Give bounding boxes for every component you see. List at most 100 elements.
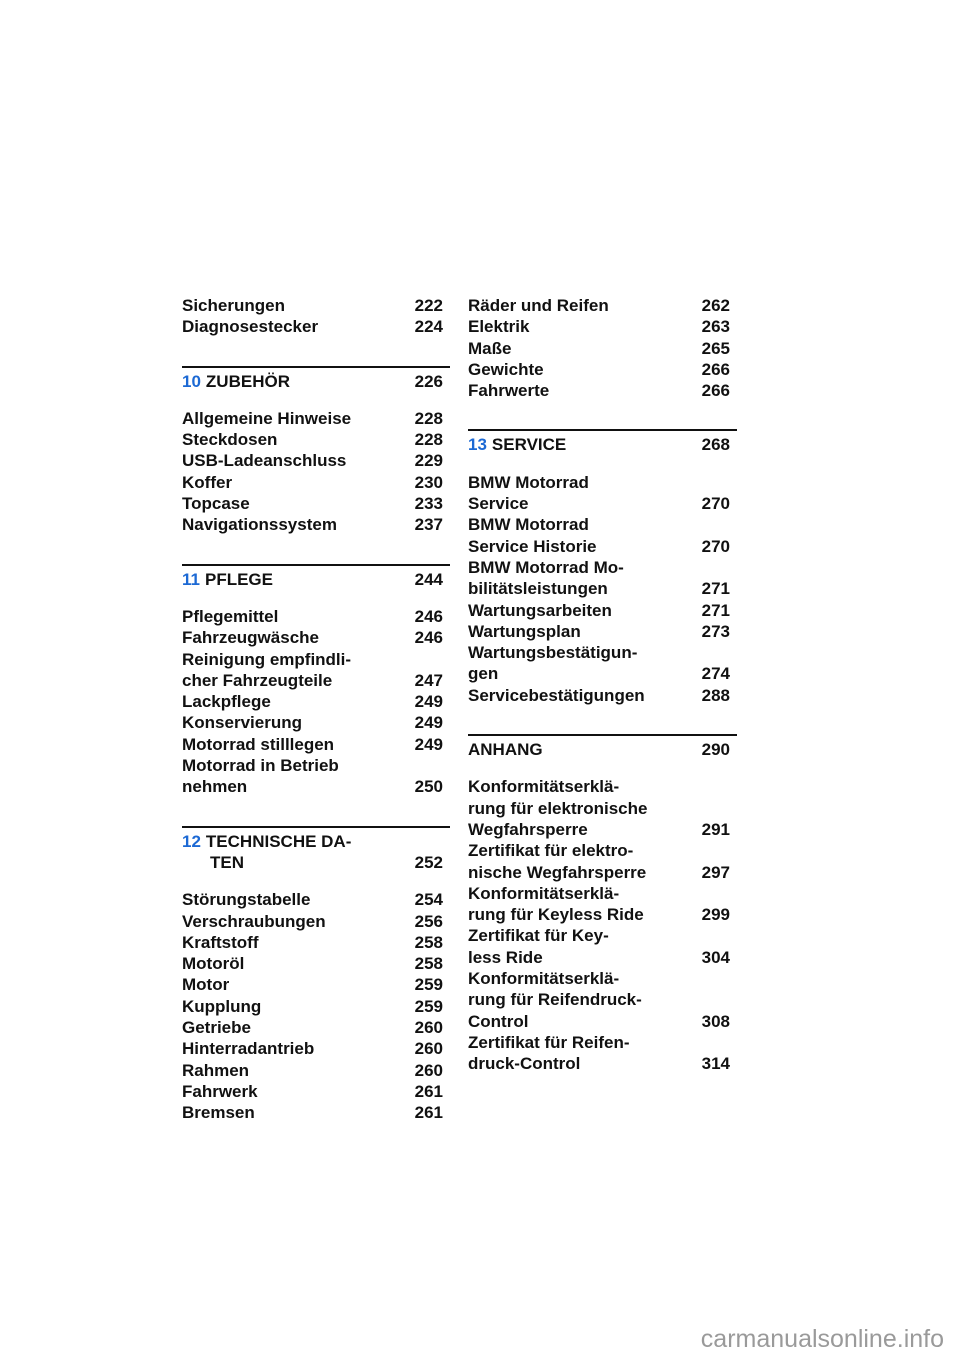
toc-entry[interactable]: Allgemeine Hinweise 228	[182, 408, 450, 429]
toc-entry[interactable]: Konformitätserklä-rung für Keyless Ride 2…	[468, 883, 737, 926]
toc-entry-page-number: 261	[414, 1081, 443, 1101]
toc-entry[interactable]: Störungstabelle 254	[182, 889, 450, 910]
toc-entry[interactable]: Steckdosen 228	[182, 429, 450, 450]
toc-entry-title: Räder und Reifen	[468, 296, 609, 315]
toc-entry[interactable]: Motor 259	[182, 974, 450, 995]
toc-entry[interactable]: Kraftstoff 258	[182, 932, 450, 953]
toc-entry-line: rung für Reifendruck-	[468, 989, 737, 1010]
toc-entry[interactable]: USB-Ladeanschluss 229	[182, 450, 450, 471]
toc-entry[interactable]: Fahrwerk 261	[182, 1081, 450, 1102]
toc-entry[interactable]: BMW Motorrad Mo-bilitätsleistungen 271	[468, 557, 737, 600]
toc-entry-line: Konformitätserklä-	[468, 883, 737, 904]
toc-entry-line: Zertifikat für elektro-	[468, 840, 737, 861]
toc-entry-title: Pflegemittel	[182, 606, 279, 626]
toc-entry-title: Service	[468, 494, 529, 514]
chapter-heading[interactable]: 12 TECHNISCHE DA- TEN 252	[182, 831, 450, 874]
chapter-title-wrap: ANHANG	[468, 739, 543, 760]
toc-entry-page-number: 258	[414, 954, 443, 974]
toc-entry[interactable]: Diagnosestecker 224	[182, 316, 450, 337]
toc-entry-page-number: 304	[701, 947, 730, 967]
toc-entry[interactable]: Wartungsplan 273	[468, 621, 737, 642]
toc-entry[interactable]: Rahmen 260	[182, 1060, 450, 1081]
chapter-heading[interactable]: 11 PFLEGE 244	[182, 569, 450, 590]
toc-entry[interactable]: Verschraubungen 256	[182, 911, 450, 932]
toc-entry[interactable]: Motoröl 258	[182, 953, 450, 974]
toc-entry-title: BMW Motorrad	[468, 515, 589, 535]
toc-entry-line: rung für Keyless Ride 299	[468, 904, 737, 925]
toc-entry[interactable]: Zertifikat für elektro-nische Wegfahrspe…	[468, 840, 737, 883]
toc-entry-title: Kupplung	[182, 996, 262, 1016]
toc-entry[interactable]: Fahrwerte 266	[468, 380, 737, 401]
chapter-heading[interactable]: 10 ZUBEHÖR 226	[182, 371, 450, 392]
toc-entry[interactable]: Wartungsbestätigun-gen 274	[468, 642, 737, 685]
toc-entry-title: BMW Motorrad	[468, 472, 589, 492]
toc-entry-line: Sicherungen 222	[182, 295, 450, 316]
toc-entry-page-number: 260	[414, 1060, 443, 1080]
toc-entry-line: Fahrwerk 261	[182, 1081, 450, 1102]
toc-entry-line: Verschraubungen 256	[182, 911, 450, 932]
chapter-heading-line: 13 SERVICE 268	[468, 434, 737, 455]
toc-entry-title: Fahrwerte	[468, 381, 550, 401]
toc-entry-page-number: 246	[414, 606, 443, 626]
toc-entry[interactable]: Räder und Reifen 262	[468, 295, 737, 316]
toc-entry-line: Maße 265	[468, 338, 737, 359]
toc-entry[interactable]: Hinterradantrieb 260	[182, 1038, 450, 1059]
toc-entry[interactable]: BMW Motorrad Service Historie 270	[468, 514, 737, 557]
toc-entry-title: Elektrik	[468, 317, 530, 337]
toc-entry[interactable]: Zertifikat für Key-less Ride 304	[468, 925, 737, 968]
toc-entry-title: Bremsen	[182, 1103, 255, 1123]
toc-column-left: Sicherungen 222 Diagnosestecker 224 10 ZUBEHÖ…	[182, 295, 450, 1124]
toc-entry-title: Sicherungen	[182, 296, 285, 315]
toc-entry[interactable]: BMW Motorrad Service 270	[468, 472, 737, 515]
toc-entry-line: Motorrad in Betrieb	[182, 755, 450, 776]
toc-entry-title: Steckdosen	[182, 430, 278, 450]
chapter-heading[interactable]: ANHANG 290	[468, 739, 737, 760]
toc-entry[interactable]: Fahrzeugwäsche 246	[182, 627, 450, 648]
toc-entry[interactable]: Maße 265	[468, 338, 737, 359]
toc-entry-title: Motorrad in Betrieb	[182, 756, 339, 776]
toc-entry[interactable]: Reinigung empfindli-cher Fahrzeugteile 24…	[182, 649, 450, 692]
toc-entry-line: Navigationssystem 237	[182, 514, 450, 535]
toc-entry-page-number: 288	[701, 685, 730, 705]
toc-entry[interactable]: Wartungsarbeiten 271	[468, 600, 737, 621]
toc-entry[interactable]: Bremsen 261	[182, 1102, 450, 1123]
toc-entry[interactable]: Elektrik 263	[468, 316, 737, 337]
toc-entry-page-number: 291	[701, 819, 730, 839]
toc-entry-line: Bremsen 261	[182, 1102, 450, 1123]
toc-entry[interactable]: Servicebestätigungen 288	[468, 685, 737, 706]
toc-entry-line: Motorrad stilllegen 249	[182, 734, 450, 755]
toc-entry-page-number: 258	[414, 932, 443, 952]
toc-entry[interactable]: Motorrad in Betrieb nehmen 250	[182, 755, 450, 798]
toc-entry-page-number: 246	[414, 628, 443, 648]
toc-entry[interactable]: Konformitätserklä-rung für elektronische…	[468, 776, 737, 840]
toc-entry-title: rung für Reifendruck-	[468, 990, 642, 1010]
toc-entry-page-number: 266	[701, 381, 730, 401]
toc-entry[interactable]: Gewichte 266	[468, 359, 737, 380]
toc-entry[interactable]: Topcase 233	[182, 493, 450, 514]
toc-entry[interactable]: Pflegemittel 246	[182, 606, 450, 627]
toc-entry-page-number: 261	[414, 1103, 443, 1123]
toc-entry[interactable]: Sicherungen 222	[182, 295, 450, 316]
toc-entry-line: Wartungsbestätigun-	[468, 642, 737, 663]
toc-entry[interactable]: Getriebe 260	[182, 1017, 450, 1038]
toc-entry[interactable]: Konservierung 249	[182, 712, 450, 733]
toc-entry-title: Allgemeine Hinweise	[182, 408, 352, 428]
toc-entry-line: Lackpflege 249	[182, 691, 450, 712]
toc-entry[interactable]: Navigationssystem 237	[182, 514, 450, 535]
toc-entry-title: Konformitätserklä-	[468, 969, 620, 989]
toc-entry-page-number: 314	[701, 1054, 730, 1074]
toc-entry[interactable]: Koffer 230	[182, 472, 450, 493]
toc-entry-line: Fahrwerte 266	[468, 380, 737, 401]
toc-entry[interactable]: Motorrad stilllegen 249	[182, 734, 450, 755]
toc-entry[interactable]: Kupplung 259	[182, 996, 450, 1017]
toc-entry-title: Konformitätserklä-	[468, 883, 620, 903]
toc-entry[interactable]: Konformitätserklä-rung für Reifendruck- C…	[468, 968, 737, 1032]
toc-entry[interactable]: Lackpflege 249	[182, 691, 450, 712]
toc-entry-title: less Ride	[468, 947, 543, 967]
toc-entry-page-number: 270	[701, 494, 730, 514]
toc-entry-line: Getriebe 260	[182, 1017, 450, 1038]
toc-entry[interactable]: Zertifikat für Reifen-druck-Control 314	[468, 1032, 737, 1075]
chapter-page-number: 252	[414, 852, 443, 872]
chapter-heading[interactable]: 13 SERVICE 268	[468, 434, 737, 455]
chapter-title: SERVICE	[491, 435, 567, 455]
